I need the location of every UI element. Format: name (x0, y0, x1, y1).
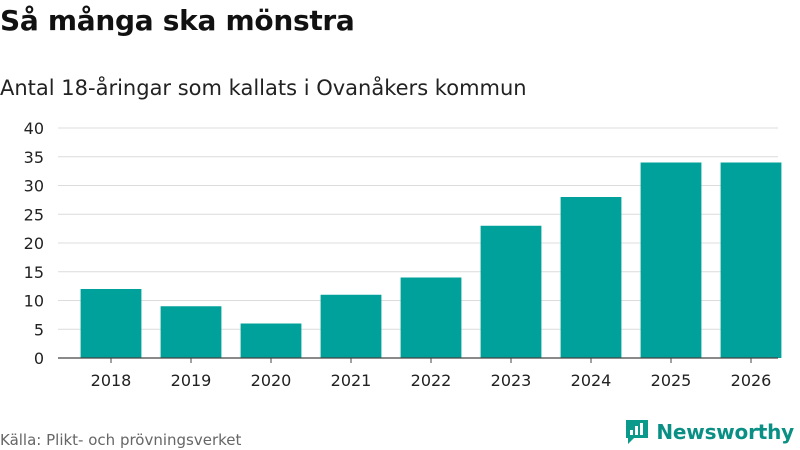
bar-2024 (560, 197, 622, 358)
y-axis-ticks: 0 5 10 15 20 25 30 35 40 (24, 119, 44, 368)
x-tick-label: 2024 (571, 371, 612, 390)
y-tick-label: 35 (24, 148, 44, 167)
bars (80, 162, 782, 358)
bar-2023 (480, 225, 542, 358)
x-tick-label: 2021 (331, 371, 372, 390)
source-note: Källa: Plikt- och prövningsverket (0, 431, 242, 449)
x-tick-label: 2026 (731, 371, 772, 390)
x-tick-label: 2025 (651, 371, 692, 390)
y-tick-label: 40 (24, 119, 44, 138)
x-axis-ticks: 2018 2019 2020 2021 2022 2023 2024 2025 2026 (58, 357, 778, 390)
brand-logo: Newsworthy (624, 418, 794, 446)
brand-name: Newsworthy (656, 420, 794, 444)
gridlines (58, 127, 778, 330)
y-tick-label: 25 (24, 205, 44, 224)
bar-2019 (160, 306, 222, 358)
newsworthy-logo-icon (626, 420, 649, 444)
bar-2025 (640, 162, 702, 358)
bar-2021 (320, 294, 382, 358)
x-tick-label: 2020 (251, 371, 292, 390)
x-tick-label: 2018 (91, 371, 132, 390)
y-tick-label: 30 (24, 177, 44, 196)
y-tick-label: 15 (24, 263, 44, 282)
chart-title: Så många ska mönstra (0, 4, 355, 37)
x-tick-label: 2023 (491, 371, 532, 390)
bar-2026 (720, 162, 782, 358)
bar-2018 (80, 289, 142, 358)
y-tick-label: 10 (24, 292, 44, 311)
bar-2022 (400, 277, 462, 358)
x-tick-label: 2022 (411, 371, 452, 390)
y-tick-label: 0 (34, 349, 44, 368)
bar-2020 (240, 323, 302, 358)
x-tick-label: 2019 (171, 371, 212, 390)
y-tick-label: 5 (34, 320, 44, 339)
chart-subtitle: Antal 18-åringar som kallats i Ovanåkers… (0, 76, 527, 100)
y-tick-label: 20 (24, 234, 44, 253)
